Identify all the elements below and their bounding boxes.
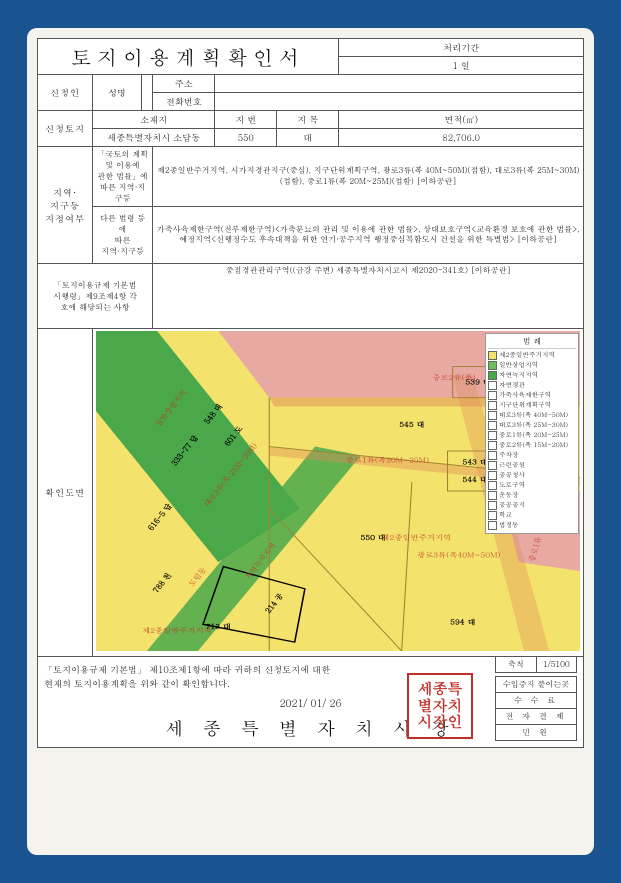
processing-label: 처리기간 [339, 39, 584, 57]
scale-value: 1/5100 [537, 657, 577, 672]
legend-item: 자연경관 [488, 381, 576, 390]
legend-item: 제2종일반주거지역 [488, 351, 576, 360]
legend-item: 자연녹지지역 [488, 371, 576, 380]
map-label: 확인도면 [38, 329, 93, 657]
svg-text:545 대: 545 대 [399, 420, 424, 430]
footer-area: 「토지이용규제 기본법」 제10조제1항에 따라 귀하의 신청토지에 대한 현재… [38, 657, 583, 747]
land-label: 신청토지 [38, 111, 93, 147]
legend-title: 범 례 [488, 336, 576, 349]
legend: 범 례 제2종일반주거지역일반상업지역자연녹지지역자연경관가축사육제한구역지구단… [485, 333, 579, 534]
phone-value [215, 93, 584, 111]
legend-item: 대로3류(폭 25M~30M) [488, 421, 576, 430]
official-seal: 세종특 별자치 시장인 [407, 673, 473, 739]
zone-row1-label: 「국토의 계획 및 이용에 관한 법률」에 따른 지역·지구등 [93, 147, 153, 207]
legend-item: 중로1류(폭 20M~25M) [488, 431, 576, 440]
processing-value: 1 일 [339, 57, 584, 75]
location-label: 소재지 [93, 111, 215, 129]
scale-label: 축척 [496, 657, 537, 672]
jibun-label: 지 번 [215, 111, 277, 129]
legend-item: 일반상업지역 [488, 361, 576, 370]
document-table: 토지이용계획확인서 처리기간 1 일 신청인 성명 주소 전화번호 신청토지 소… [37, 38, 584, 748]
zone-row3-label: 「토지이용규제 기본법 시행령」제9조제4항 각 호에 해당되는 사항 [38, 264, 153, 329]
svg-text:제2종일반주거지역: 제2종일반주거지역 [142, 626, 212, 636]
zone-row3-text: 중점경관관리구역((금강 주변) 세종특별자치시고시 제2020-341호) [… [153, 264, 584, 329]
fee-top: 수입증지 붙이는곳 [496, 677, 576, 693]
zone-section-label: 지역· 지구등 지정여부 [38, 147, 93, 264]
area-value: 82,706.0 [339, 129, 584, 147]
fee-row: 전 자 결 제 [496, 709, 576, 725]
name-value [142, 75, 153, 111]
svg-text:제2종일반주거지역: 제2종일반주거지역 [381, 532, 451, 542]
phone-label: 전화번호 [153, 93, 215, 111]
zone-row2-label: 다른 법령 등에 따른 지역·지구등 [93, 207, 153, 264]
legend-item: 공공공지 [488, 501, 576, 510]
legend-item: 도로구역 [488, 481, 576, 490]
addr-label: 주소 [153, 75, 215, 93]
legend-item: 주차장 [488, 451, 576, 460]
location-value: 세종특별자치시 소담동 [93, 129, 215, 147]
jimok-label: 지 목 [277, 111, 339, 129]
zone-row2-text: 가축사육제한구역(전부제한구역)<가축분뇨의 관리 및 이용에 관한 법률>, … [153, 207, 584, 264]
addr-value [215, 75, 584, 93]
document-title: 토지이용계획확인서 [38, 39, 339, 75]
legend-item: 운동장 [488, 491, 576, 500]
svg-text:544 대: 544 대 [462, 475, 487, 485]
legend-item: 공공청사 [488, 471, 576, 480]
name-label: 성명 [93, 75, 142, 111]
jibun-value: 550 [215, 129, 277, 147]
svg-text:중로1류(폭20M~25M): 중로1류(폭20M~25M) [346, 455, 430, 465]
legend-item: 가축사육제한구역 [488, 391, 576, 400]
svg-text:543 대: 543 대 [462, 457, 487, 467]
legend-item: 법정동 [488, 521, 576, 530]
legend-item: 지구단위계획구역 [488, 401, 576, 410]
fee-row: 민 원 [496, 725, 576, 740]
legend-item: 중로2류(폭 15M~20M) [488, 441, 576, 450]
area-label: 면적(㎡) [339, 111, 584, 129]
legend-item: 근린공원 [488, 461, 576, 470]
legend-item: 학교 [488, 511, 576, 520]
jimok-value: 대 [277, 129, 339, 147]
stamp-line: 시장인 [418, 714, 463, 731]
zone-row1-text: 제2종일반주거지역, 시가지경관지구(중심), 지구단위계획구역, 광로3류(폭… [153, 147, 584, 207]
fee-row: 수 수 료 [496, 693, 576, 709]
svg-text:광로3류(폭40M~50M): 광로3류(폭40M~50M) [417, 550, 501, 560]
outer-frame: 토지이용계획확인서 처리기간 1 일 신청인 성명 주소 전화번호 신청토지 소… [13, 14, 608, 869]
svg-text:594 대: 594 대 [450, 617, 475, 627]
svg-text:중로2류(폭): 중로2류(폭) [432, 372, 476, 382]
fee-box: 수입증지 붙이는곳 수 수 료 전 자 결 제 민 원 [495, 676, 577, 741]
legend-item: 대로3류(폭 40M~50M) [488, 411, 576, 420]
applicant-label: 신청인 [38, 75, 93, 111]
scale-box: 축척 1/5100 [495, 656, 577, 673]
map-container: 550 대545 대543 대544 대539 대713 대594 대578 당… [93, 329, 584, 657]
document-page: 토지이용계획확인서 처리기간 1 일 신청인 성명 주소 전화번호 신청토지 소… [27, 28, 594, 855]
